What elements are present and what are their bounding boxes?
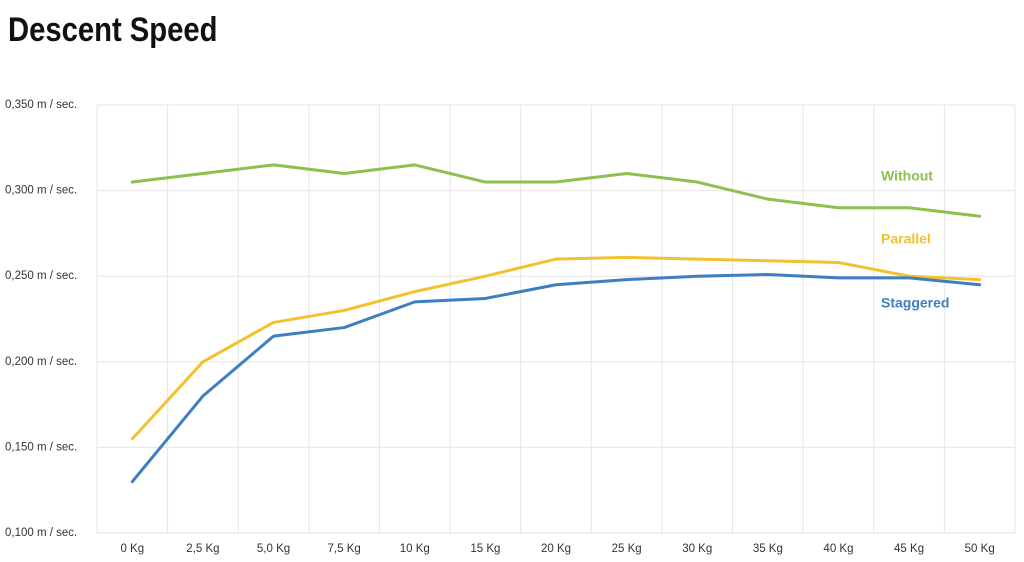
- y-tick-label: 0,150 m / sec.: [5, 441, 77, 453]
- y-tick-label: 0,350 m / sec.: [5, 99, 77, 111]
- chart-title: Descent Speed: [8, 10, 217, 49]
- legend-label: Parallel: [881, 231, 931, 247]
- y-tick-label: 0,200 m / sec.: [5, 356, 77, 368]
- x-tick-label: 15 Kg: [470, 543, 500, 555]
- y-tick-label: 0,100 m / sec.: [5, 527, 77, 539]
- x-tick-label: 7,5 Kg: [328, 543, 361, 555]
- x-tick-label: 5,0 Kg: [257, 543, 290, 555]
- x-tick-label: 0 Kg: [120, 543, 144, 555]
- x-tick-label: 35 Kg: [753, 543, 783, 555]
- y-tick-label: 0,250 m / sec.: [5, 270, 77, 282]
- series-line: [130, 163, 982, 218]
- x-tick-label: 25 Kg: [612, 543, 642, 555]
- x-tick-label: 50 Kg: [965, 543, 995, 555]
- x-tick-label: 40 Kg: [823, 543, 853, 555]
- x-tick-label: 20 Kg: [541, 543, 571, 555]
- series-line: [130, 272, 982, 484]
- x-tick-label: 2,5 Kg: [186, 543, 219, 555]
- x-tick-label: 45 Kg: [894, 543, 924, 555]
- series-line: [130, 255, 982, 441]
- x-tick-label: 30 Kg: [682, 543, 712, 555]
- x-tick-label: 10 Kg: [400, 543, 430, 555]
- y-tick-label: 0,300 m / sec.: [5, 185, 77, 197]
- legend-label: Staggered: [881, 295, 949, 311]
- legend-label: Without: [881, 168, 933, 184]
